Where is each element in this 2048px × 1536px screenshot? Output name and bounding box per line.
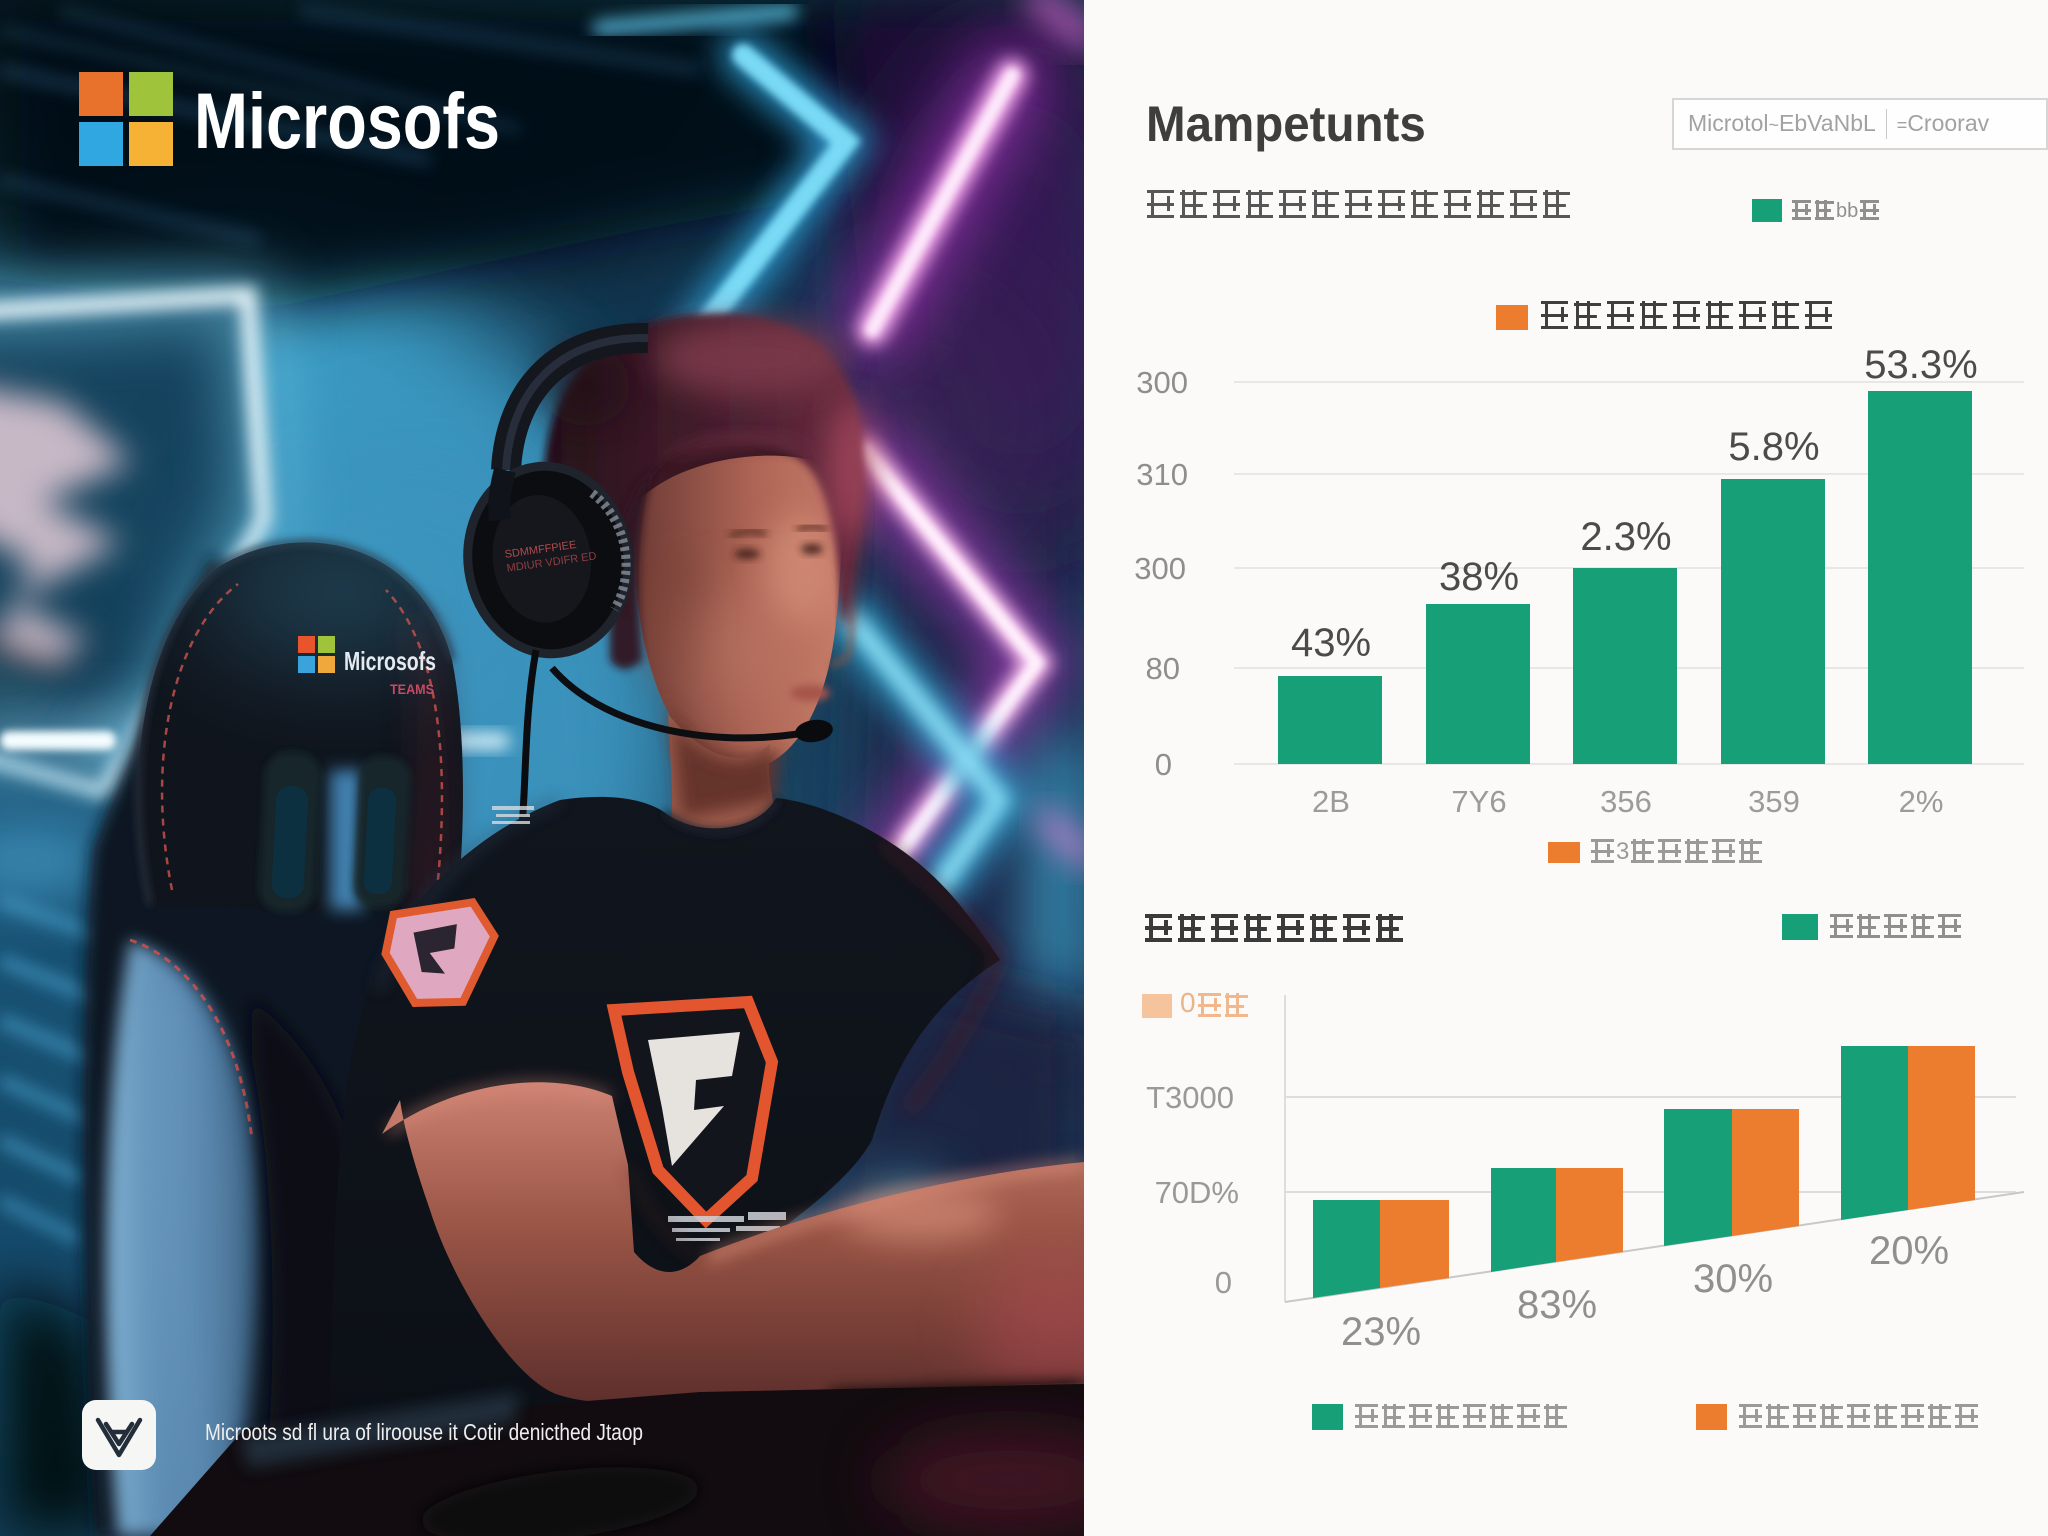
svg-text:T3000: T3000 [1146, 1080, 1234, 1115]
svg-text:83%: 83% [1517, 1283, 1597, 1327]
svg-text:300: 300 [1136, 365, 1188, 400]
svg-text:Microsofs: Microsofs [344, 646, 436, 676]
svg-text:310: 310 [1136, 457, 1188, 492]
svg-text:23%: 23% [1341, 1310, 1421, 1354]
svg-text:30%: 30% [1693, 1257, 1773, 1301]
svg-text:300: 300 [1134, 551, 1186, 586]
svg-text:80: 80 [1146, 651, 1180, 686]
svg-text:0: 0 [1155, 747, 1172, 782]
svg-text:43%: 43% [1291, 621, 1371, 665]
svg-text:70D%: 70D% [1155, 1175, 1239, 1210]
svg-text:2.3%: 2.3% [1580, 515, 1671, 559]
svg-text:356: 356 [1600, 784, 1652, 819]
svg-text:359: 359 [1748, 784, 1800, 819]
svg-text:0: 0 [1215, 1265, 1232, 1300]
svg-text:Microsofs: Microsofs [194, 76, 500, 165]
svg-text:38%: 38% [1439, 555, 1519, 599]
svg-text:Microots sd fl ura of liroouse: Microots sd fl ura of liroouse it Cotir … [205, 1419, 643, 1445]
svg-text:7Y6: 7Y6 [1451, 784, 1506, 819]
svg-text:TEAMS: TEAMS [390, 681, 434, 697]
svg-text:2%: 2% [1899, 784, 1944, 819]
svg-text:2B: 2B [1312, 784, 1350, 819]
svg-text:5.8%: 5.8% [1728, 425, 1819, 469]
svg-text:53.3%: 53.3% [1864, 343, 1977, 387]
svg-text:20%: 20% [1869, 1229, 1949, 1273]
